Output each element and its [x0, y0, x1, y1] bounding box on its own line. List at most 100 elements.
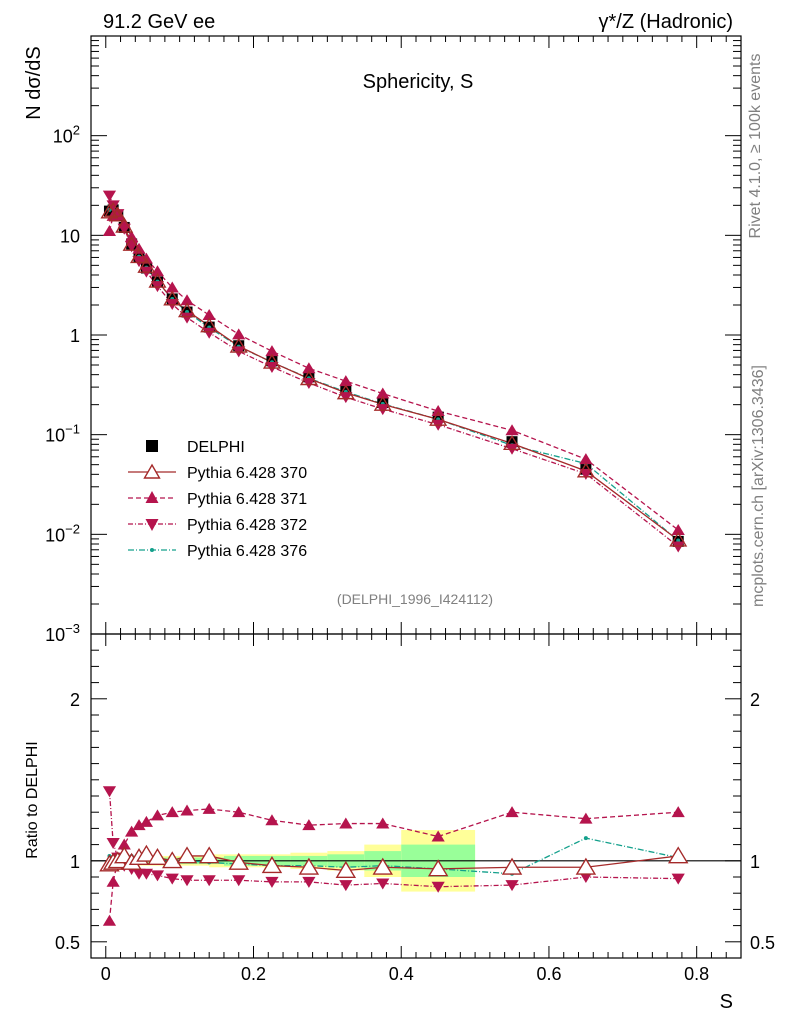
ratio-marker-372 [579, 872, 593, 884]
marker-372 [302, 377, 316, 389]
ratio-marker-371 [431, 830, 445, 842]
marker-370 [429, 410, 448, 426]
marker-371 [671, 523, 685, 535]
legend-marker-376 [150, 548, 154, 552]
marker-371 [180, 294, 194, 306]
ratio-marker-372 [180, 875, 194, 887]
ratio-marker-372 [431, 881, 445, 893]
legend-marker-371 [145, 491, 159, 503]
ratio-marker-370 [147, 847, 168, 866]
marker-371 [165, 281, 179, 293]
ratio-marker-372 [106, 838, 120, 850]
header-right: γ*/Z (Hadronic) [599, 11, 733, 33]
marker-372 [102, 190, 117, 202]
ratio-frame [90, 633, 742, 959]
ratio-marker-372 [232, 875, 246, 887]
ratio-marker-372 [671, 873, 685, 885]
ratio-marker-370 [335, 860, 357, 878]
ratio-tick-label-left: 2 [70, 690, 80, 710]
x-tick-label: 0 [101, 964, 111, 984]
marker-371 [102, 225, 117, 237]
chart-marks: 0 0.2 0.4 0.6 0.8 10−3 10−2 10−1 1 10 102 0.5 0.5 1 1 2… [45, 35, 775, 984]
ratio-marker-372 [505, 880, 519, 892]
ratio-marker-370 [136, 844, 157, 862]
marker-370 [129, 248, 149, 264]
marker-370 [122, 235, 141, 251]
marker-370 [177, 302, 197, 318]
marker-370 [115, 217, 134, 233]
marker-371 [232, 328, 246, 340]
x-tick-label: 0.8 [684, 964, 709, 984]
ratio-marker-371 [102, 914, 117, 926]
y-tick-label: 102 [53, 123, 80, 147]
marker-371 [376, 387, 390, 399]
marker-372 [180, 312, 194, 324]
data-point-delphi [506, 436, 518, 448]
ratio-tick-label-left: 1 [70, 852, 80, 872]
ratio-marker-370 [501, 857, 523, 875]
marker-371 [302, 362, 316, 374]
marker-370 [299, 370, 318, 386]
source-label: mcplots.cern.ch [arXiv:1306.3436] [750, 365, 767, 607]
ratio-marker-372 [202, 875, 216, 887]
rivet-version-label: Rivet 4.1.0, ≥ 100k events [747, 54, 764, 239]
marker-370 [163, 290, 182, 306]
y-tick-label: 10−1 [45, 422, 80, 446]
ratio-marker-372 [165, 873, 179, 885]
legend-label-delphi: DELPHI [187, 439, 245, 456]
ratio-marker-372 [302, 876, 316, 888]
series-line-372 [108, 195, 679, 547]
marker-370 [200, 317, 219, 333]
y-axis-label: N dσ/dS [23, 46, 45, 120]
legend-label-376: Pythia 6.428 376 [187, 543, 307, 560]
legend-marker-370 [143, 463, 161, 479]
ratio-marker-370 [667, 846, 689, 864]
marker-372 [579, 468, 593, 480]
marker-371 [579, 453, 593, 465]
y-tick-label: 10−3 [45, 621, 80, 645]
ratio-marker-370 [162, 851, 183, 869]
ratio-tick-label-right: 2 [750, 690, 760, 710]
marker-371 [505, 424, 519, 436]
ratio-marker-376 [583, 836, 588, 841]
ratio-tick-label-right: 1 [750, 852, 760, 872]
ratio-marker-371 [376, 817, 390, 829]
marker-371 [339, 375, 353, 387]
x-tick-label: 0.2 [241, 964, 266, 984]
marker-370 [669, 531, 688, 547]
ratio-marker-371 [202, 802, 216, 814]
marker-372 [671, 541, 685, 553]
ratio-marker-371 [302, 819, 316, 831]
ratio-marker-372 [102, 786, 117, 798]
marker-370 [373, 395, 392, 411]
ratio-marker-372 [150, 870, 165, 882]
marker-371 [150, 265, 165, 277]
marker-372 [202, 327, 216, 339]
analysis-tag: (DELPHI_1996_I424112) [337, 591, 493, 607]
legend-marker-372 [145, 519, 159, 531]
marker-370 [137, 257, 156, 273]
ratio-marker-371 [339, 817, 353, 829]
marker-370 [229, 337, 248, 353]
ratio-marker-370 [261, 856, 283, 874]
ratio-marker-370 [298, 857, 320, 875]
y-tick-label: 1 [70, 326, 80, 346]
ratio-marker-370 [176, 846, 198, 864]
ratio-marker-372 [339, 880, 353, 892]
legend-label-370: Pythia 6.428 370 [187, 465, 307, 482]
ratio-marker-371 [232, 806, 246, 818]
ratio-marker-370 [575, 857, 597, 875]
ratio-marker-372 [139, 868, 153, 880]
x-tick-label: 0.4 [389, 964, 414, 984]
ratio-marker-372 [265, 876, 279, 888]
ratio-marker-371 [180, 804, 194, 816]
ratio-marker-371 [579, 812, 593, 824]
marker-372 [132, 256, 146, 268]
marker-372 [339, 392, 353, 404]
legend-label-372: Pythia 6.428 372 [187, 517, 307, 534]
marker-370 [262, 353, 282, 369]
header-left: 91.2 GeV ee [103, 11, 215, 33]
ratio-marker-371 [139, 815, 153, 827]
ratio-marker-371 [150, 809, 165, 821]
